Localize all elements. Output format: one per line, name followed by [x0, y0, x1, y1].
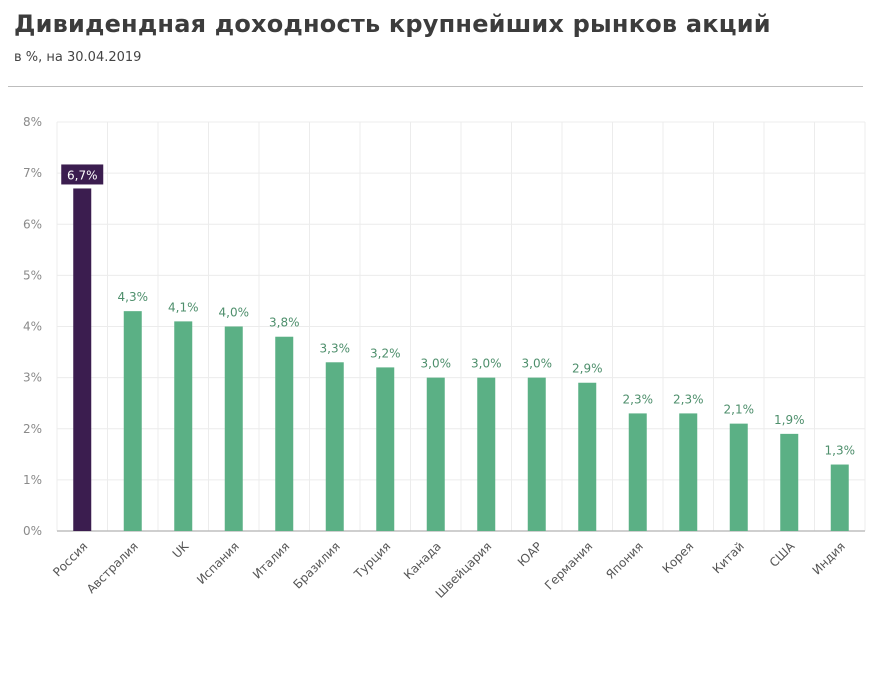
y-tick-label: 6%	[23, 217, 42, 231]
bar-13	[729, 423, 748, 531]
bar-5	[325, 362, 344, 531]
bar-12	[679, 413, 698, 531]
x-tick-label: UK	[170, 538, 192, 560]
x-tick-label: Испания	[194, 539, 242, 587]
bar-0	[73, 188, 92, 531]
bar-10	[578, 382, 597, 531]
chart-title: Дивидендная доходность крупнейших рынков…	[14, 10, 771, 38]
x-tick-label: Япония	[603, 539, 646, 582]
bar-8	[477, 377, 496, 531]
data-label: 3,8%	[269, 316, 300, 330]
bar-3	[224, 326, 243, 531]
x-tick-label: Индия	[810, 539, 848, 577]
data-label: 2,9%	[572, 362, 603, 376]
x-tick-label: Турция	[351, 539, 394, 582]
data-label: 3,0%	[522, 357, 553, 371]
x-tick-label: США	[767, 539, 798, 570]
y-tick-label: 0%	[23, 524, 42, 538]
bar-7	[426, 377, 445, 531]
y-tick-label: 2%	[23, 422, 42, 436]
y-tick-label: 5%	[23, 268, 42, 282]
bar-1	[123, 311, 142, 531]
x-tick-label: Россия	[50, 539, 90, 579]
data-label: 3,0%	[471, 357, 502, 371]
data-label: 3,3%	[320, 341, 351, 355]
bar-15	[830, 464, 849, 531]
y-tick-label: 1%	[23, 473, 42, 487]
data-label: 4,3%	[118, 290, 149, 304]
bar-2	[174, 321, 193, 531]
bar-4	[275, 336, 294, 531]
bar-9	[527, 377, 546, 531]
data-label: 6,7%	[67, 168, 98, 182]
bar-14	[780, 433, 799, 531]
data-label: 2,1%	[724, 403, 755, 417]
y-tick-label: 7%	[23, 166, 42, 180]
chart-subtitle: в %, на 30.04.2019	[14, 50, 142, 65]
y-tick-label: 4%	[23, 320, 42, 334]
x-tick-label: Италия	[250, 539, 292, 581]
data-label: 4,1%	[168, 300, 199, 314]
data-label: 1,3%	[825, 444, 856, 458]
x-tick-label: Германия	[542, 539, 595, 592]
title-divider	[8, 86, 863, 87]
bar-6	[376, 367, 395, 531]
bar-11	[628, 413, 647, 531]
data-label: 3,2%	[370, 346, 401, 360]
x-tick-label: Бразилия	[290, 539, 342, 591]
y-tick-label: 8%	[23, 115, 42, 129]
data-label: 4,0%	[219, 306, 250, 320]
x-tick-label: ЮАР	[515, 539, 545, 569]
x-tick-label: Китай	[710, 539, 747, 576]
data-label-box	[61, 164, 104, 185]
y-tick-label: 3%	[23, 371, 42, 385]
x-tick-label: Корея	[660, 539, 697, 576]
data-label: 2,3%	[673, 392, 704, 406]
data-label: 3,0%	[421, 357, 452, 371]
x-tick-label: Канада	[401, 539, 444, 582]
data-label: 2,3%	[623, 392, 654, 406]
data-label: 1,9%	[774, 413, 805, 427]
x-tick-label: Австралия	[84, 539, 141, 596]
